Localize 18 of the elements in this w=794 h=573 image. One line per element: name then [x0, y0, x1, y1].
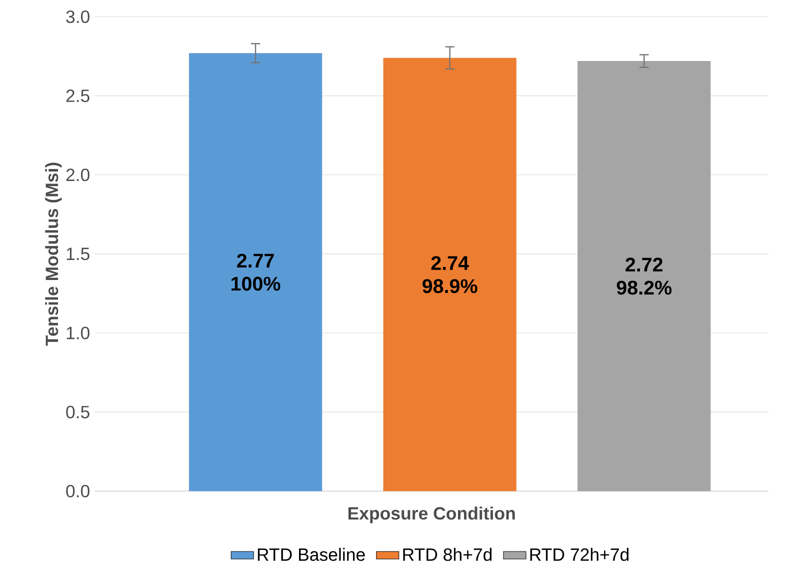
data-label: 2.74 [431, 256, 469, 270]
data-label: 2.77 [237, 254, 274, 268]
y-axis-title: Tensile Modulus (Msi) [45, 162, 62, 346]
annotation: 100% [232, 276, 280, 291]
y-tick-label: 0.0 [66, 484, 90, 498]
data-label: 2.72 [626, 258, 662, 272]
legend-label: RTD 72h+7d [530, 548, 628, 561]
y-tick-label: 3.0 [66, 10, 90, 24]
annotation: 98.2% [616, 280, 672, 295]
y-tick-label: 0.5 [66, 406, 90, 418]
y-tick-label: 1.5 [66, 248, 90, 260]
y-tick-label: 2.0 [66, 168, 90, 182]
x-axis-title: Exposure Condition [348, 506, 515, 524]
y-tick-label: 2.5 [66, 90, 90, 102]
y-tick-label: 1.0 [66, 326, 90, 340]
legend-label: RTD Baseline [258, 548, 365, 561]
legend-label: RTD 8h+7d [403, 548, 492, 561]
annotation: 98.9% [422, 279, 478, 294]
